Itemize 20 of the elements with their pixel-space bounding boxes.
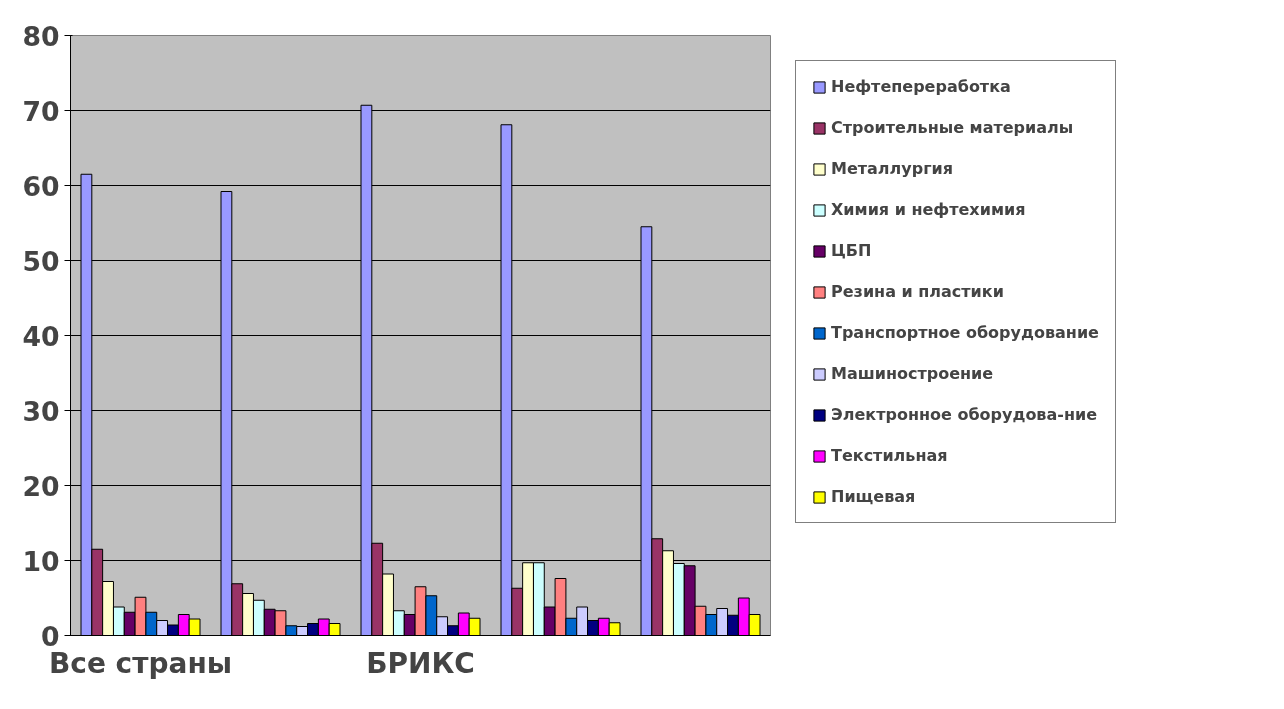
y-tick-label: 40 bbox=[22, 320, 60, 352]
y-tick-label: 60 bbox=[22, 170, 60, 202]
y-tick-label: 30 bbox=[22, 395, 60, 427]
legend-label: Резина и пластики bbox=[831, 282, 1004, 301]
y-tick-label: 50 bbox=[22, 245, 60, 277]
legend-label: Строительные материалы bbox=[831, 118, 1074, 137]
x-tick-label: БРИКС bbox=[366, 646, 475, 680]
y-tick-label: 80 bbox=[22, 20, 60, 52]
legend-label: Транспортное оборудование bbox=[831, 323, 1099, 342]
legend-label: Пищевая bbox=[831, 487, 916, 506]
legend-label: Машиностроение bbox=[831, 364, 994, 383]
y-tick-label: 10 bbox=[22, 545, 60, 577]
legend-label: Нефтепереработка bbox=[831, 77, 1011, 96]
legend-label: ЦБП bbox=[831, 241, 872, 260]
legend-label: Электронное оборудова-ние bbox=[831, 405, 1098, 424]
y-tick-label: 70 bbox=[22, 95, 60, 127]
legend-label: Текстильная bbox=[831, 446, 948, 465]
legend-label: Металлургия bbox=[831, 159, 954, 178]
y-tick-label: 20 bbox=[22, 470, 60, 502]
legend-label: Химия и нефтехимия bbox=[831, 200, 1026, 219]
